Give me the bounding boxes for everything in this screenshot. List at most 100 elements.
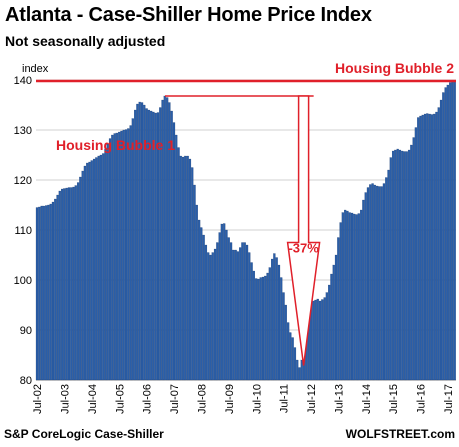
drop-arrow — [286, 95, 321, 366]
bar — [175, 134, 178, 381]
bar — [51, 201, 55, 381]
bar — [184, 155, 187, 381]
bar — [376, 185, 379, 381]
bar — [298, 367, 301, 381]
x-axis-ticks: Jul-02 Jul-03 Jul-04 Jul-05 Jul-06 Jul-07 Jul-… — [32, 384, 455, 414]
bar — [58, 190, 61, 381]
bar — [193, 184, 196, 381]
bar — [140, 102, 144, 381]
bar — [67, 187, 71, 381]
bar — [446, 84, 449, 381]
bar — [83, 165, 87, 381]
bar — [341, 212, 344, 381]
bar — [318, 300, 322, 381]
bar — [385, 177, 388, 381]
bar — [79, 176, 82, 381]
bar — [134, 109, 137, 381]
y-axis-label: index — [22, 63, 49, 75]
bar — [412, 137, 415, 381]
bar — [74, 185, 77, 381]
bar — [76, 182, 80, 381]
bar — [136, 103, 139, 381]
bar — [314, 299, 317, 381]
bar — [42, 205, 45, 381]
bar — [159, 107, 162, 381]
bar — [35, 207, 39, 381]
bar — [437, 107, 440, 381]
bar — [163, 95, 166, 381]
bar — [378, 186, 381, 381]
bar — [323, 297, 326, 381]
bar — [360, 209, 363, 381]
bar — [172, 122, 176, 381]
bar — [216, 242, 219, 381]
bar — [177, 147, 180, 381]
bar — [218, 232, 221, 381]
bar — [111, 134, 114, 381]
bar — [63, 188, 66, 381]
bar — [102, 153, 105, 381]
x-tick-label: Jul-02 — [32, 384, 44, 414]
x-tick-label: Jul-13 — [333, 384, 345, 414]
bar — [346, 210, 349, 381]
x-tick-label: Jul-12 — [306, 384, 318, 414]
bar — [200, 227, 203, 381]
brand-label: WOLFSTREET.com — [345, 427, 455, 441]
bar — [127, 128, 130, 381]
bar — [227, 237, 230, 381]
bar — [419, 115, 422, 381]
bar — [348, 212, 351, 381]
y-tick-label: 130 — [14, 125, 32, 137]
bar — [410, 144, 413, 381]
bar — [225, 229, 228, 381]
bar-series — [35, 80, 456, 381]
bar — [394, 149, 397, 381]
bar — [65, 187, 68, 381]
bar — [357, 213, 360, 381]
bar — [181, 156, 185, 381]
bar — [40, 205, 43, 381]
bar — [211, 252, 214, 381]
bar — [255, 278, 258, 381]
bar — [191, 167, 194, 381]
bar — [284, 304, 287, 381]
bar — [453, 80, 456, 381]
bar — [296, 359, 299, 381]
bar — [257, 278, 260, 381]
bar — [81, 170, 84, 381]
bar — [442, 92, 445, 381]
bar — [234, 249, 237, 381]
bar — [423, 113, 427, 381]
bar — [106, 143, 109, 381]
bar — [407, 149, 411, 381]
bar — [131, 118, 134, 381]
bar — [339, 222, 342, 381]
bar — [449, 82, 452, 381]
bar — [382, 183, 386, 381]
bar — [439, 99, 443, 381]
bar — [239, 247, 242, 381]
bar — [38, 206, 41, 381]
bar — [161, 99, 164, 381]
bar — [209, 254, 212, 381]
bar — [86, 162, 89, 381]
bar — [99, 154, 103, 381]
bar — [145, 108, 148, 381]
bar — [321, 299, 324, 381]
bar — [337, 237, 340, 381]
bar — [380, 186, 383, 381]
bar — [369, 184, 372, 381]
y-tick-label: 80 — [20, 375, 32, 387]
bar — [220, 223, 224, 381]
y-tick-label: 100 — [14, 275, 32, 287]
bar — [156, 112, 160, 381]
bar — [389, 157, 392, 381]
y-tick-label: 90 — [20, 325, 32, 337]
bar — [355, 214, 358, 381]
bar — [122, 129, 125, 381]
bar — [108, 138, 112, 381]
bar — [289, 332, 292, 381]
bar — [204, 244, 208, 381]
bar — [334, 254, 338, 381]
